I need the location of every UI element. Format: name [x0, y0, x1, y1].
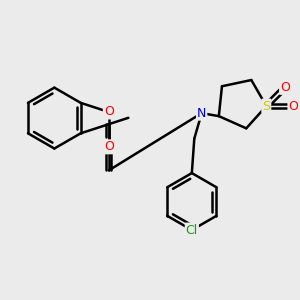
- Text: O: O: [280, 81, 290, 94]
- Text: O: O: [104, 106, 114, 118]
- Text: S: S: [262, 100, 270, 112]
- Text: O: O: [288, 100, 298, 112]
- Text: Cl: Cl: [186, 224, 198, 236]
- Text: N: N: [197, 107, 206, 120]
- Text: O: O: [104, 140, 114, 153]
